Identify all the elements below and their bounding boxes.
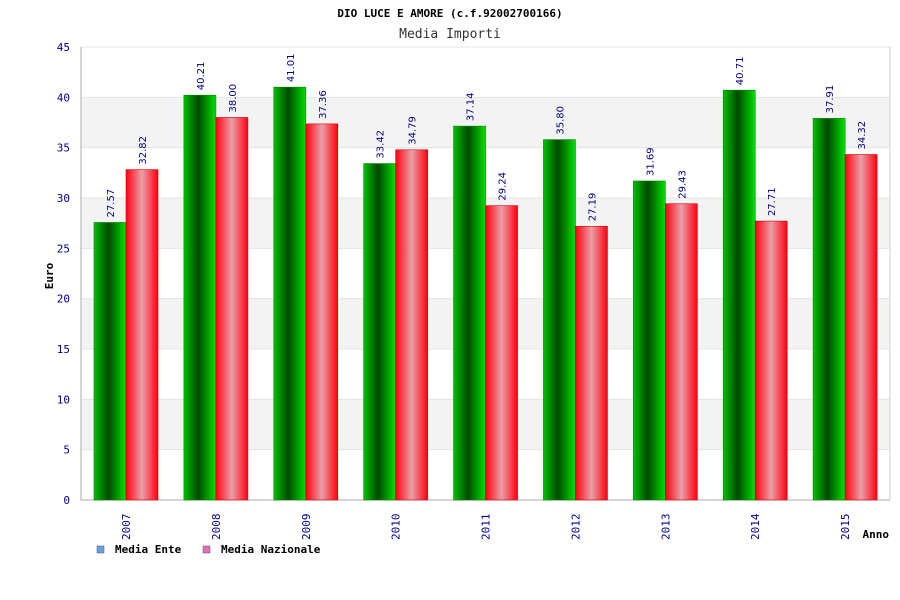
bar-media-ente <box>273 86 307 501</box>
data-label: 27.71 <box>767 187 778 216</box>
x-axis-ticks: 2007 2008 2009 2010 2011 2012 2013 2014 2015 <box>120 513 852 540</box>
bars <box>93 86 878 501</box>
data-label: 37.91 <box>825 85 836 114</box>
bar-media-nazionale <box>575 225 608 501</box>
data-labels: 27.57 32.82 40.21 38.00 41.01 37.36 33.42 34.79… <box>106 54 868 222</box>
bar-media-ente <box>453 125 486 501</box>
bar-media-nazionale <box>754 220 788 501</box>
legend: Media Ente Media Nazionale <box>96 543 321 556</box>
bar-media-nazionale <box>485 205 518 501</box>
data-label: 34.79 <box>408 116 419 145</box>
bar-media-nazionale <box>665 203 698 501</box>
data-label: 33.42 <box>376 130 387 159</box>
x-tick-label: 2015 <box>839 514 852 541</box>
bar-media-ente <box>812 118 846 501</box>
y-tick-label: 20 <box>57 293 70 306</box>
data-label: 34.32 <box>857 121 868 150</box>
y-tick-label: 45 <box>57 41 70 54</box>
legend-swatch-nazionale <box>202 545 211 554</box>
x-tick-label: 2013 <box>659 514 672 541</box>
y-tick-label: 25 <box>57 242 70 255</box>
x-tick-label: 2014 <box>749 513 762 540</box>
bar-media-nazionale <box>215 117 249 501</box>
y-tick-label: 35 <box>57 142 70 155</box>
bar-media-ente <box>363 163 396 501</box>
y-tick-label: 30 <box>57 192 70 205</box>
data-label: 40.71 <box>735 57 746 86</box>
x-tick-label: 2011 <box>480 514 493 541</box>
legend-label-nazionale: Media Nazionale <box>221 543 321 556</box>
y-tick-label: 15 <box>57 343 70 356</box>
data-label: 38.00 <box>228 84 239 113</box>
bar-media-ente <box>633 180 666 501</box>
bar-media-ente <box>93 222 127 501</box>
bar-media-nazionale <box>395 149 428 501</box>
data-label: 29.24 <box>498 172 509 201</box>
y-tick-label: 5 <box>63 444 70 457</box>
chart-title: DIO LUCE E AMORE (c.f.92002700166) <box>337 7 562 20</box>
y-tick-label: 0 <box>63 494 70 507</box>
bar-media-nazionale <box>305 123 339 501</box>
bar-media-nazionale <box>125 169 159 501</box>
x-tick-label: 2008 <box>210 514 223 541</box>
y-tick-label: 10 <box>57 393 70 406</box>
data-label: 41.01 <box>286 54 297 83</box>
data-label: 27.19 <box>587 193 598 222</box>
y-axis-label: Euro <box>43 262 56 289</box>
chart-subtitle: Media Importi <box>399 27 501 42</box>
bar-media-ente <box>722 89 756 501</box>
y-axis-ticks: 0 5 10 15 20 25 30 35 40 45 <box>57 41 70 507</box>
data-label: 37.36 <box>318 90 329 119</box>
data-label: 27.57 <box>106 189 117 218</box>
data-label: 29.43 <box>677 170 688 199</box>
bar-media-ente <box>543 139 576 501</box>
data-label: 31.69 <box>645 147 656 176</box>
y-tick-label: 40 <box>57 91 70 104</box>
x-tick-label: 2010 <box>390 514 403 541</box>
x-tick-label: 2007 <box>120 514 133 541</box>
data-label: 40.21 <box>196 62 207 91</box>
data-label: 35.80 <box>555 106 566 135</box>
x-tick-label: 2009 <box>300 514 313 541</box>
legend-label-ente: Media Ente <box>115 543 182 556</box>
data-label: 32.82 <box>138 136 149 165</box>
data-label: 37.14 <box>466 92 477 121</box>
bar-media-ente <box>183 94 217 501</box>
x-tick-label: 2012 <box>569 514 582 541</box>
bar-media-nazionale <box>844 154 878 501</box>
legend-swatch-ente <box>96 545 105 554</box>
x-axis-label: Anno <box>863 528 890 541</box>
